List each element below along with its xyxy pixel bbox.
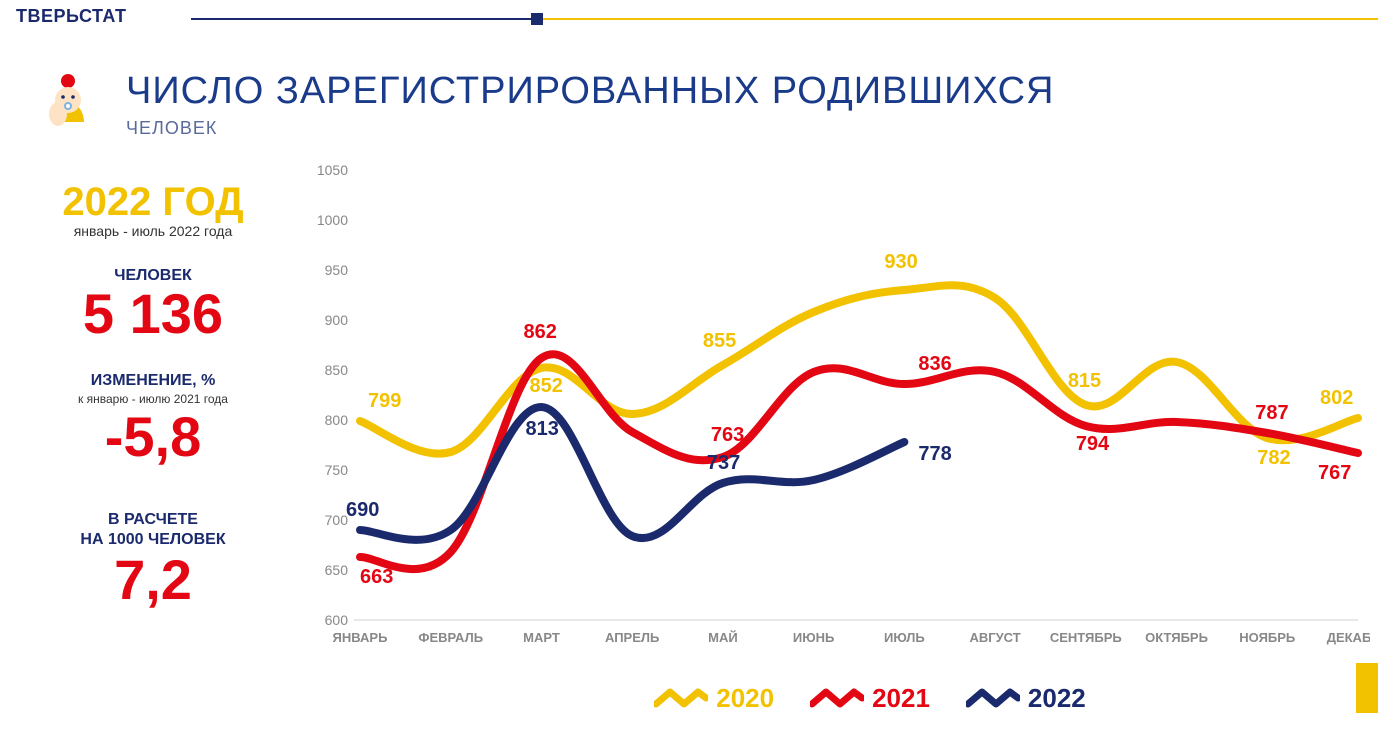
people-value: 5 136	[18, 285, 288, 344]
per1000-label-2: НА 1000 ЧЕЛОВЕК	[18, 531, 288, 549]
legend-label: 2021	[872, 683, 930, 714]
x-tick-label: ОКТЯБРЬ	[1145, 630, 1208, 645]
data-label-2020: 815	[1068, 370, 1101, 392]
corner-decoration	[1356, 663, 1378, 713]
data-label-2020: 855	[703, 330, 736, 352]
chart-legend: 2020 2021 2022	[520, 683, 1220, 716]
legend-item-2022: 2022	[966, 683, 1086, 714]
series-line-2022	[360, 407, 904, 540]
header: ТВЕРЬСТАТ	[16, 6, 1378, 26]
change-sublabel: к январю - июлю 2021 года	[18, 392, 288, 406]
y-tick-label: 650	[325, 562, 349, 578]
y-tick-label: 900	[325, 312, 349, 328]
data-label-2022: 778	[918, 443, 951, 465]
header-decoration	[191, 16, 1378, 22]
brand-label: ТВЕРЬСТАТ	[16, 6, 127, 26]
change-value: -5,8	[18, 408, 288, 467]
legend-item-2020: 2020	[654, 683, 774, 714]
x-tick-label: АВГУСТ	[969, 630, 1020, 645]
x-tick-label: МАРТ	[523, 630, 560, 645]
data-label-2020: 930	[884, 251, 917, 273]
x-tick-label: ДЕКАБРЬ	[1327, 630, 1370, 645]
x-tick-label: МАЙ	[708, 630, 738, 645]
x-tick-label: ИЮЛЬ	[884, 630, 925, 645]
legend-label: 2020	[716, 683, 774, 714]
data-label-2021: 862	[523, 321, 556, 343]
data-label-2020: 852	[529, 375, 562, 397]
data-label-2020: 802	[1320, 387, 1353, 409]
y-tick-label: 600	[325, 612, 349, 628]
per1000-value: 7,2	[18, 551, 288, 610]
y-tick-label: 750	[325, 462, 349, 478]
year-heading: 2022 ГОД	[18, 180, 288, 225]
x-tick-label: ИЮНЬ	[793, 630, 834, 645]
year-sub: январь - июль 2022 года	[18, 223, 288, 239]
y-tick-label: 850	[325, 362, 349, 378]
baby-icon	[36, 70, 100, 134]
data-label-2021: 763	[711, 424, 744, 446]
x-tick-label: ФЕВРАЛЬ	[418, 630, 483, 645]
births-line-chart: 600 650 700 750 800 850 900 950 1000 1050 ЯНВАРЬ ФЕ…	[300, 160, 1370, 660]
y-tick-label: 1050	[317, 162, 348, 178]
legend-mark-icon	[654, 686, 708, 710]
data-label-2021: 787	[1255, 402, 1288, 424]
data-label-2022: 690	[346, 499, 379, 521]
y-tick-label: 700	[325, 512, 349, 528]
legend-mark-icon	[810, 686, 864, 710]
y-tick-label: 800	[325, 412, 349, 428]
per1000-label-1: В РАСЧЕТЕ	[18, 511, 288, 529]
y-tick-label: 950	[325, 262, 349, 278]
data-label-2021: 794	[1076, 433, 1110, 455]
data-label-2022: 737	[707, 452, 740, 474]
stats-panel: 2022 ГОД январь - июль 2022 года ЧЕЛОВЕК…	[18, 180, 288, 609]
page-title: ЧИСЛО ЗАРЕГИСТРИРОВАННЫХ РОДИВШИХСЯ	[126, 70, 1054, 113]
change-label: ИЗМЕНЕНИЕ, %	[18, 372, 288, 390]
x-tick-label: АПРЕЛЬ	[605, 630, 659, 645]
x-tick-label: ЯНВАРЬ	[333, 630, 388, 645]
y-tick-label: 1000	[317, 212, 348, 228]
data-label-2021: 836	[918, 353, 951, 375]
page-subtitle: ЧЕЛОВЕК	[126, 118, 217, 139]
legend-mark-icon	[966, 686, 1020, 710]
x-tick-label: СЕНТЯБРЬ	[1050, 630, 1122, 645]
data-label-2022: 813	[525, 418, 558, 440]
data-label-2020: 782	[1257, 447, 1290, 469]
data-label-2021: 663	[360, 566, 393, 588]
data-label-2021: 767	[1318, 462, 1351, 484]
x-tick-label: НОЯБРЬ	[1239, 630, 1295, 645]
legend-label: 2022	[1028, 683, 1086, 714]
data-label-2020: 799	[368, 390, 401, 412]
legend-item-2021: 2021	[810, 683, 930, 714]
